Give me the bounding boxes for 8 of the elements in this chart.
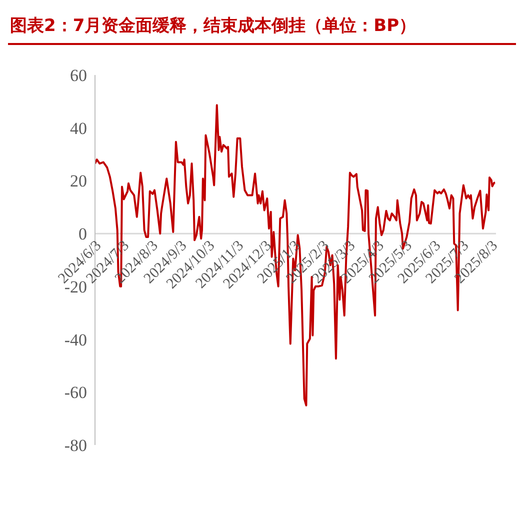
y-tick-label: 0 xyxy=(78,224,87,244)
y-tick-label: 60 xyxy=(70,66,87,86)
y-tick-label: -80 xyxy=(64,436,87,456)
y-tick-label: -40 xyxy=(64,330,87,350)
y-tick-label: 20 xyxy=(70,172,87,191)
y-tick-label: -60 xyxy=(64,383,87,402)
chart-title: 图表2：7月资金面缓释，结束成本倒挂（单位：BP） xyxy=(8,8,516,45)
y-tick-label: 40 xyxy=(70,118,87,138)
